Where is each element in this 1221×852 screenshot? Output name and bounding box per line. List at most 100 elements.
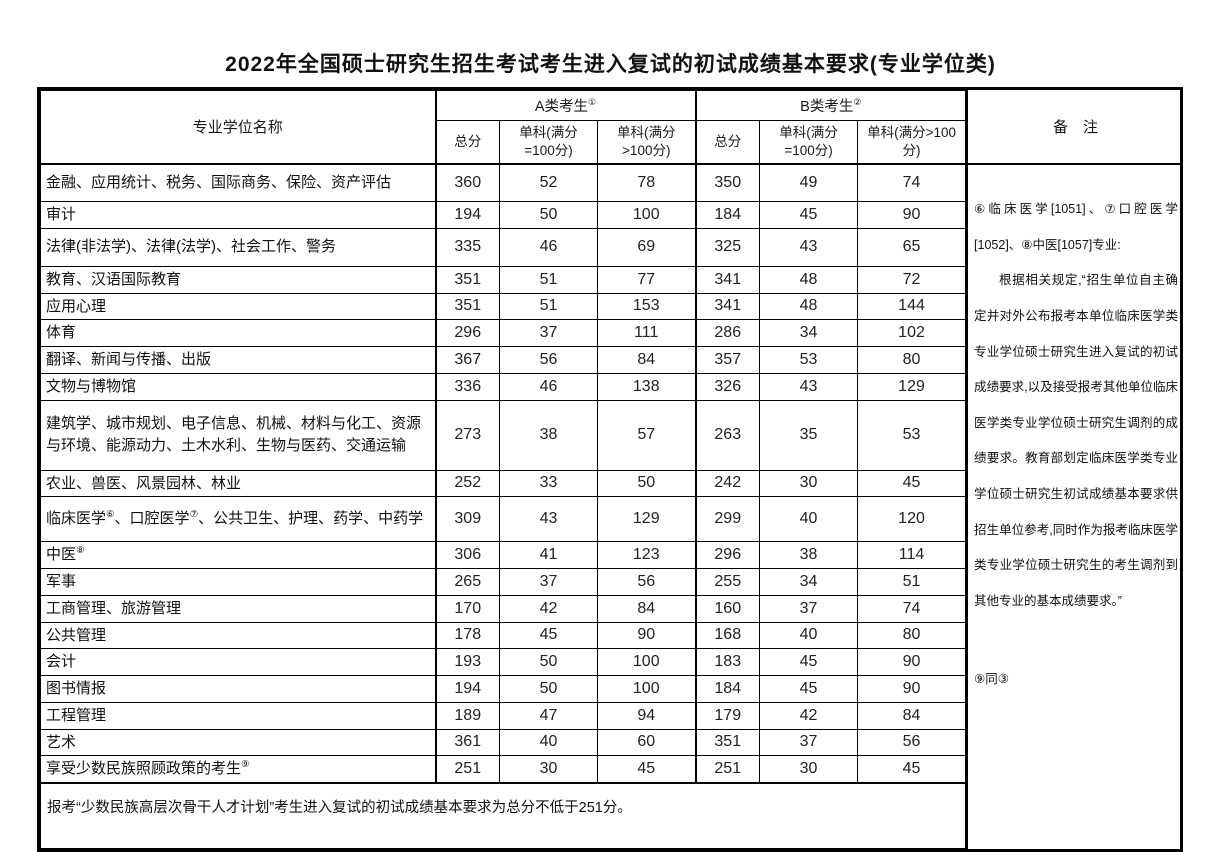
- col-header-degree-name: 专业学位名称: [40, 90, 436, 165]
- degree-name-cell: 中医⑧: [40, 541, 436, 569]
- col-header-b-total: 总分: [694, 120, 761, 165]
- col-header-remarks: 备 注: [968, 90, 1184, 165]
- b-single100-cell: 30: [759, 755, 859, 784]
- a-singlegt100-cell: 100: [596, 648, 697, 676]
- header-row-groups: 专业学位名称 A类考生① B类考生②: [40, 90, 967, 165]
- b-singlegt100-cell: 56: [857, 728, 967, 757]
- group-a-footnote-mark: ①: [588, 97, 597, 108]
- a-singlegt100-cell: 77: [596, 265, 697, 294]
- table-header: 专业学位名称 A类考生① B类考生② 总分 单科(满分=100分) 单科(满分>…: [40, 90, 967, 165]
- b-single100-cell: 30: [759, 469, 859, 498]
- a-single100-cell: 47: [499, 701, 598, 730]
- b-singlegt100-cell: 114: [857, 541, 967, 569]
- degree-name-cell: 应用心理: [40, 292, 436, 321]
- degree-name-cell: 图书情报: [40, 675, 436, 703]
- a-total-cell: 251: [434, 755, 500, 784]
- a-total-cell: 335: [434, 227, 500, 267]
- a-total-cell: 178: [434, 621, 500, 650]
- degree-name-cell: 教育、汉语国际教育: [40, 265, 436, 294]
- table-row: 农业、兽医、风景园林、林业 252 33 50 242 30 45: [40, 469, 967, 498]
- b-single100-cell: 45: [759, 675, 859, 703]
- group-a-label: A类考生: [534, 99, 589, 115]
- a-total-cell: 189: [434, 701, 500, 730]
- a-total-cell: 273: [434, 399, 500, 471]
- a-singlegt100-cell: 45: [596, 755, 697, 784]
- degree-name-cell: 农业、兽医、风景园林、林业: [40, 469, 436, 498]
- b-total-cell: 351: [694, 728, 761, 757]
- b-singlegt100-cell: 53: [857, 399, 967, 471]
- b-singlegt100-cell: 129: [857, 372, 967, 401]
- degree-name-cell: 法律(非法学)、法律(法学)、社会工作、警务: [40, 227, 436, 267]
- a-total-cell: 361: [434, 728, 500, 757]
- a-single100-cell: 46: [499, 227, 598, 267]
- degree-name-cell: 享受少数民族照顾政策的考生⑨: [40, 755, 436, 784]
- degree-name-cell: 工程管理: [40, 701, 436, 730]
- a-single100-cell: 43: [499, 496, 598, 543]
- b-singlegt100-cell: 90: [857, 648, 967, 676]
- a-singlegt100-cell: 123: [596, 541, 697, 569]
- b-total-cell: 326: [694, 372, 761, 401]
- degree-name-cell: 会计: [40, 648, 436, 676]
- a-singlegt100-cell: 57: [596, 399, 697, 471]
- header-row-subcolumns: 总分 单科(满分=100分) 单科(满分>100分) 总分 单科(满分=100分…: [41, 120, 967, 165]
- remark-clinical-title: ⑥临床医学[1051]、⑦口腔医学[1052]、⑧中医[1057]专业:: [974, 202, 1179, 252]
- b-total-cell: 263: [694, 399, 761, 471]
- table-row: 工商管理、旅游管理 170 42 84 160 37 74: [40, 594, 967, 623]
- table-footer: 报考“少数民族高层次骨干人才计划”考生进入复试的初试成绩基本要求为总分不低于25…: [39, 782, 967, 849]
- b-singlegt100-cell: 45: [857, 469, 967, 498]
- a-single100-cell: 51: [499, 265, 598, 294]
- table-row: 中医⑧ 306 41 123 296 38 114: [40, 541, 967, 569]
- footer-row: 报考“少数民族高层次骨干人才计划”考生进入复试的初试成绩基本要求为总分不低于25…: [39, 782, 967, 849]
- b-total-cell: 341: [694, 265, 761, 294]
- a-total-cell: 265: [434, 568, 500, 596]
- degree-name-cell: 公共管理: [40, 621, 436, 650]
- a-singlegt100-cell: 90: [596, 621, 697, 650]
- col-header-group-b: B类考生②: [694, 90, 967, 121]
- b-single100-cell: 53: [759, 346, 859, 374]
- a-singlegt100-cell: 153: [596, 292, 697, 321]
- b-singlegt100-cell: 90: [857, 675, 967, 703]
- b-single100-cell: 40: [759, 621, 859, 650]
- degree-name-cell: 军事: [40, 568, 436, 596]
- table-row: 享受少数民族照顾政策的考生⑨ 251 30 45 251 30 45: [40, 755, 967, 784]
- b-total-cell: 242: [694, 469, 761, 498]
- b-singlegt100-cell: 65: [857, 227, 967, 267]
- a-single100-cell: 50: [499, 648, 598, 676]
- a-singlegt100-cell: 84: [596, 594, 697, 623]
- a-total-cell: 351: [434, 265, 500, 294]
- group-b-footnote-mark: ②: [853, 97, 862, 108]
- b-singlegt100-cell: 74: [857, 594, 967, 623]
- degree-name-cell: 工商管理、旅游管理: [40, 594, 436, 623]
- b-singlegt100-cell: 74: [857, 163, 967, 202]
- a-single100-cell: 46: [499, 372, 598, 401]
- a-total-cell: 309: [434, 496, 500, 543]
- degree-name-cell: 建筑学、城市规划、电子信息、机械、材料与化工、资源与环境、能源动力、土木水利、生…: [40, 399, 436, 471]
- b-total-cell: 350: [694, 163, 761, 202]
- a-single100-cell: 45: [499, 621, 598, 650]
- b-single100-cell: 37: [759, 594, 859, 623]
- a-singlegt100-cell: 56: [596, 568, 697, 596]
- a-singlegt100-cell: 94: [596, 701, 697, 730]
- a-single100-cell: 51: [499, 292, 598, 321]
- table-row: 金融、应用统计、税务、国际商务、保险、资产评估 360 52 78 350 49…: [40, 163, 967, 202]
- table-row: 审计 194 50 100 184 45 90: [40, 201, 967, 229]
- page-title: 2022年全国硕士研究生招生考试考生进入复试的初试成绩基本要求(专业学位类): [225, 53, 996, 76]
- degree-name-cell: 临床医学⑥、口腔医学⑦、公共卫生、护理、药学、中药学: [40, 496, 436, 543]
- table-row: 法律(非法学)、法律(法学)、社会工作、警务 335 46 69 325 43 …: [40, 227, 967, 267]
- minority-plan-note: 报考“少数民族高层次骨干人才计划”考生进入复试的初试成绩基本要求为总分不低于25…: [39, 782, 967, 849]
- a-singlegt100-cell: 129: [596, 496, 697, 543]
- b-singlegt100-cell: 45: [857, 755, 967, 784]
- b-total-cell: 341: [694, 292, 761, 321]
- degree-name-cell: 翻译、新闻与传播、出版: [40, 346, 436, 374]
- a-single100-cell: 56: [499, 346, 598, 374]
- b-single100-cell: 40: [759, 496, 859, 543]
- b-total-cell: 357: [694, 346, 761, 374]
- b-singlegt100-cell: 144: [857, 292, 967, 321]
- degree-name-cell: 艺术: [40, 728, 436, 757]
- a-single100-cell: 52: [499, 163, 598, 202]
- col-header-b-single100: 单科(满分=100分): [759, 120, 859, 165]
- b-total-cell: 184: [694, 675, 761, 703]
- remark-clinical-body: 根据相关规定,“招生单位自主确定并对外公布报考本单位临床医学类专业学位硕士研究生…: [974, 273, 1179, 608]
- b-single100-cell: 34: [759, 568, 859, 596]
- b-single100-cell: 42: [759, 701, 859, 730]
